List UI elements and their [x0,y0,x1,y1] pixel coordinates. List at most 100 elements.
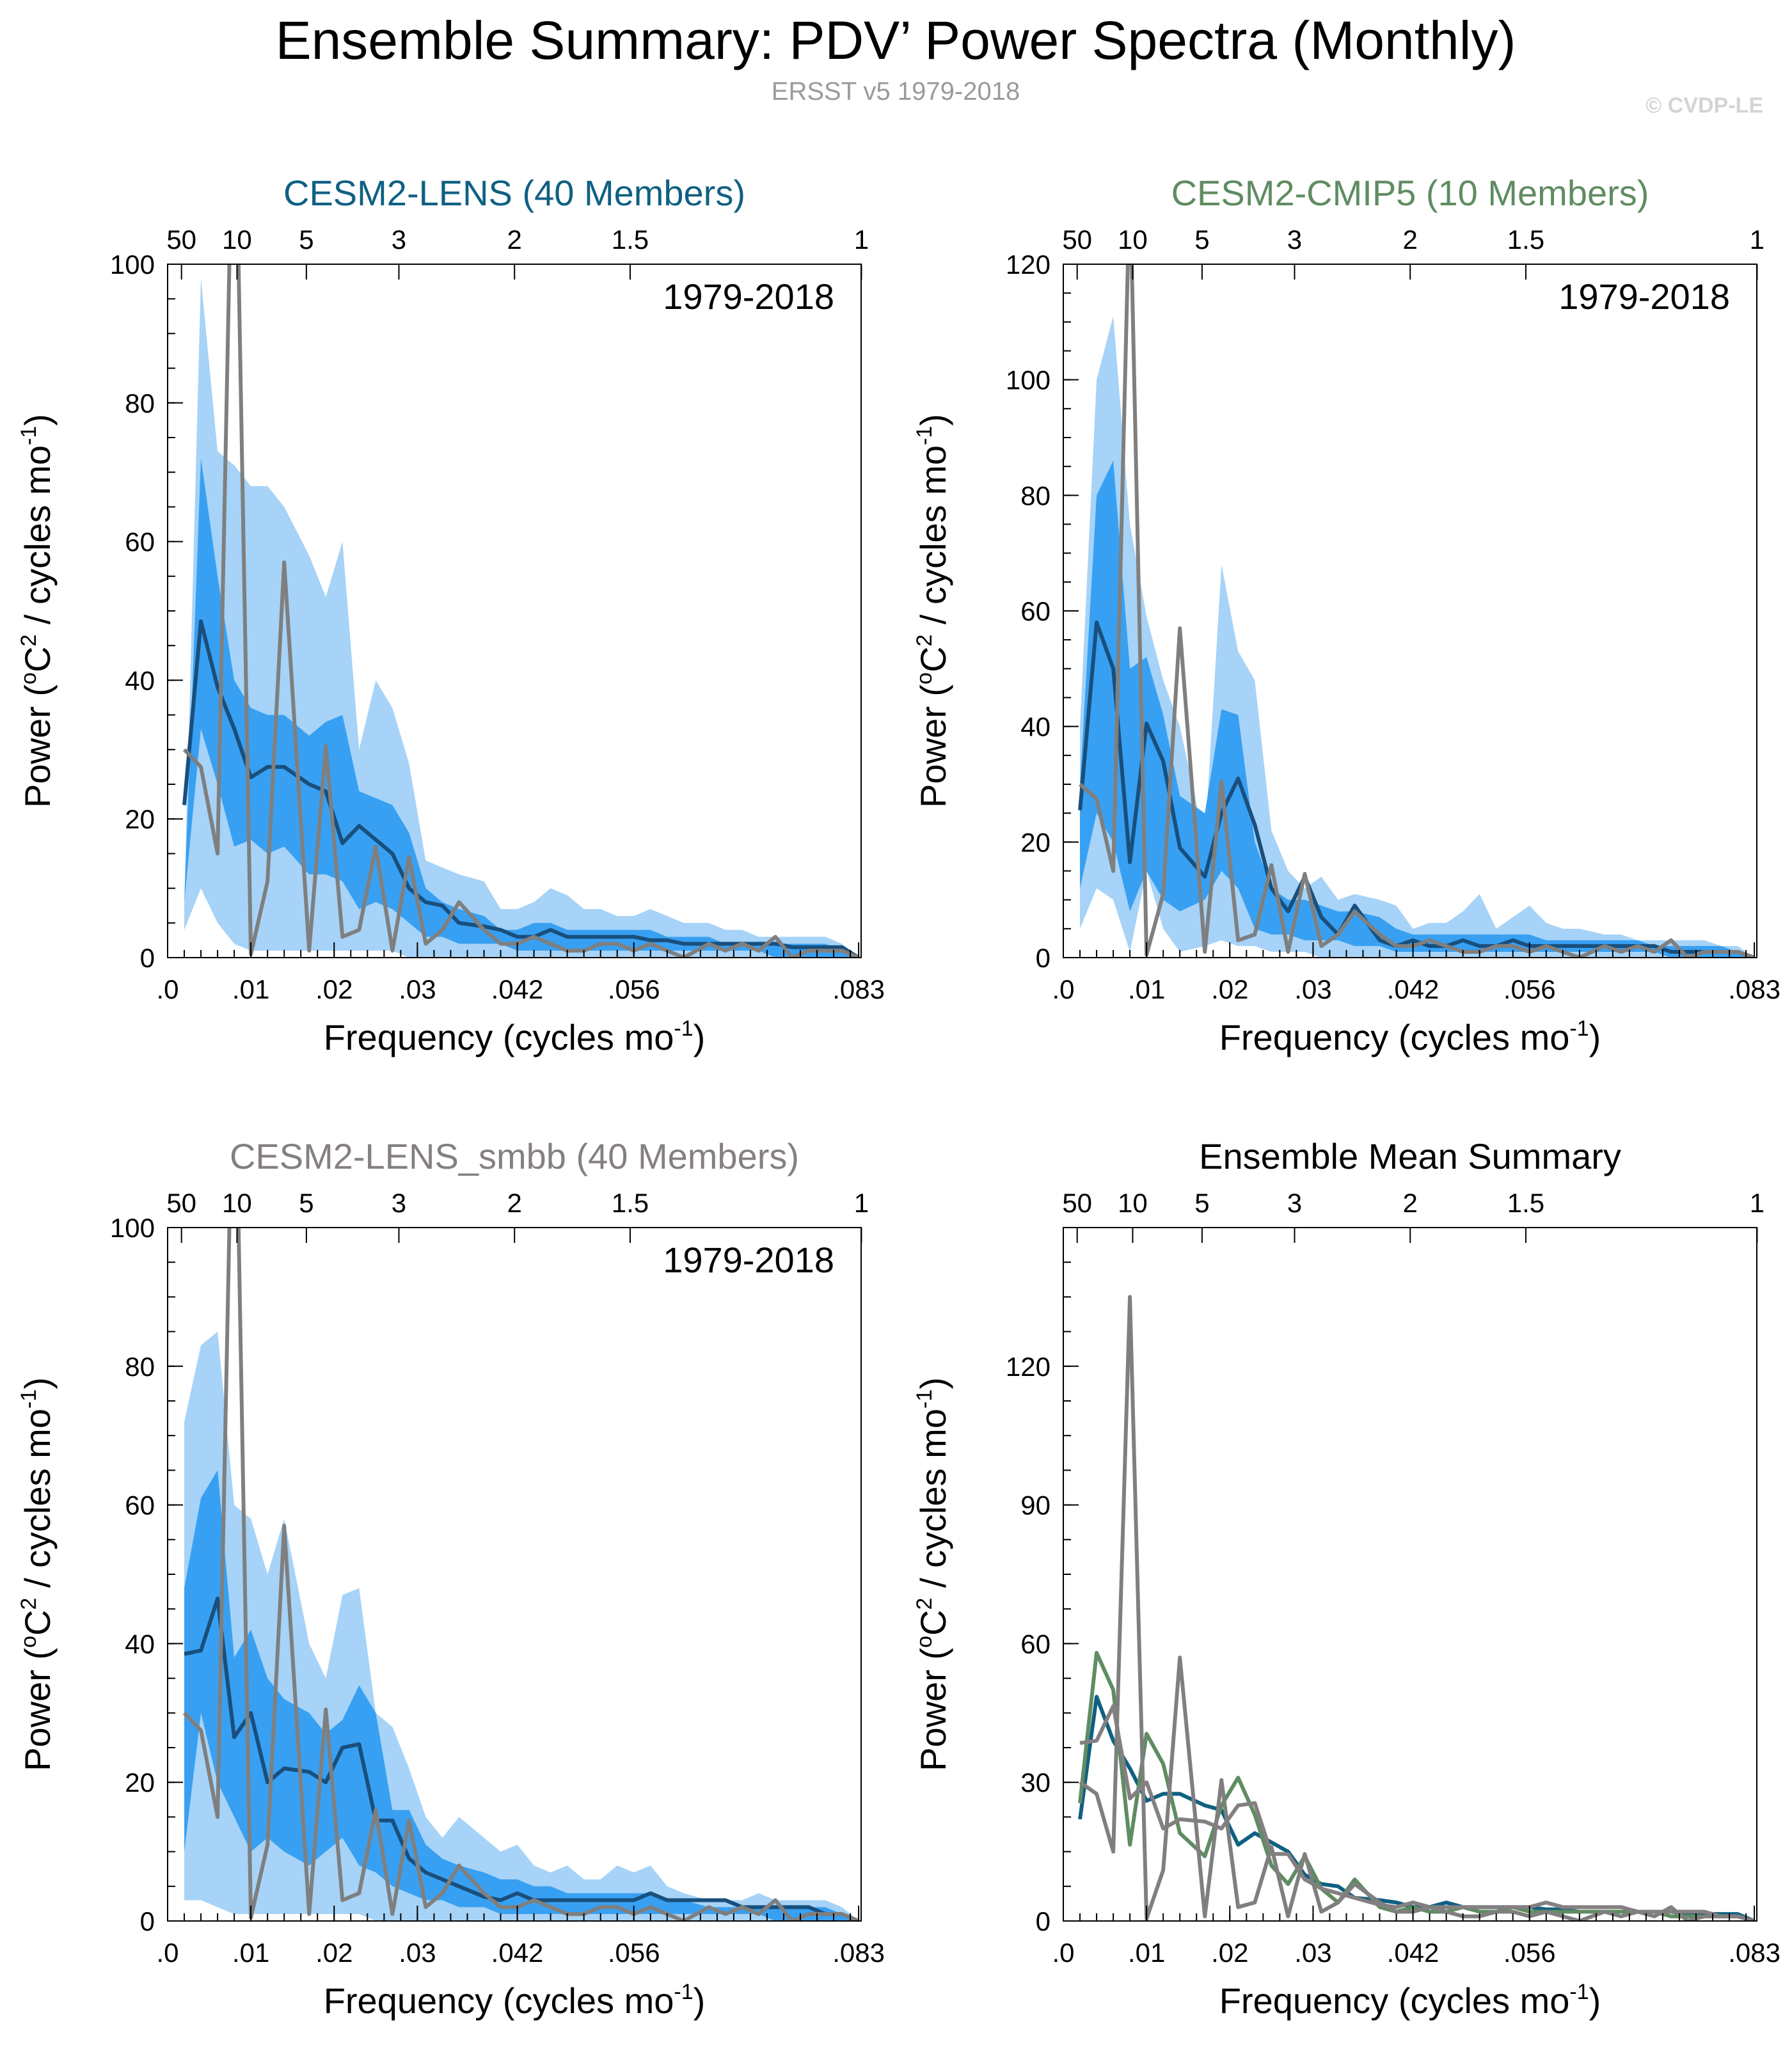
ensemble-iqr-band [184,1470,859,1921]
period-tick-label: 50 [1062,1188,1092,1218]
x-tick-label: .056 [608,1938,660,1968]
period-label: 1979-2018 [663,276,834,317]
period-tick-label: 10 [222,225,252,255]
x-axis-label: Frequency (cycles mo-1) [324,1980,706,2021]
y-tick-label: 100 [1006,365,1051,395]
x-axis-label: Frequency (cycles mo-1) [1219,1980,1601,2021]
period-tick-label: 1.5 [612,225,649,255]
period-tick-label: 50 [1062,225,1092,255]
plot-area [1078,264,1756,958]
period-tick-label: 1 [854,225,869,255]
period-tick-label: 3 [1287,1188,1302,1218]
ensemble-iqr-band [1080,461,1755,958]
x-tick-label: .02 [1211,974,1248,1004]
period-tick-label: 5 [299,1188,313,1218]
y-tick-label: 60 [125,1490,155,1521]
panel-title: CESM2-CMIP5 (10 Members) [1171,173,1649,213]
observed-spectrum-line [1079,264,1756,958]
x-tick-label: .0 [1052,1938,1074,1968]
y-tick-label: 100 [110,1213,155,1243]
y-tick-label: 40 [1020,712,1051,742]
y-tick-label: 90 [1020,1490,1051,1521]
x-tick-label: .042 [491,974,544,1004]
x-tick-label: .02 [315,974,353,1004]
x-tick-label: .0 [156,1938,178,1968]
x-tick-label: .02 [315,1938,353,1968]
y-tick-label: 20 [1020,827,1051,857]
chart-panel-4: 0 30 60 90 120 .0 .01 .02 .03 .042 .056 .083 50 10 5 3 2… [912,1136,1780,2021]
y-tick-label: 80 [125,1352,155,1382]
period-tick-label: 10 [222,1188,252,1218]
period-tick-label: 5 [1194,225,1209,255]
x-axis-label: Frequency (cycles mo-1) [324,1016,706,1057]
x-tick-label: .042 [491,1938,544,1968]
series-line-smbb [1079,1703,1755,1921]
period-tick-label: 2 [1403,1188,1418,1218]
x-tick-label: .01 [1128,1938,1165,1968]
x-tick-label: .056 [1503,974,1556,1004]
panel-title: Ensemble Mean Summary [1199,1136,1621,1176]
y-tick-label: 20 [125,804,155,834]
y-tick-label: 60 [1020,1629,1051,1659]
period-tick-label: 10 [1118,1188,1148,1218]
x-tick-label: .03 [1294,1938,1331,1968]
period-tick-label: 3 [392,225,406,255]
panel-title: CESM2-LENS (40 Members) [283,173,745,213]
period-tick-label: 1 [854,1188,869,1218]
figure-subtitle: ERSST v5 1979-2018 [772,77,1020,106]
x-axis-label: Frequency (cycles mo-1) [1219,1016,1601,1057]
x-tick-label: .01 [232,1938,269,1968]
period-label: 1979-2018 [1558,276,1730,317]
x-tick-label: .083 [832,1938,885,1968]
y-tick-label: 20 [125,1767,155,1798]
x-tick-label: .02 [1211,1938,1248,1968]
x-tick-label: .03 [399,1938,436,1968]
panel-title: CESM2-LENS_smbb (40 Members) [230,1136,799,1176]
period-tick-label: 50 [166,1188,196,1218]
x-tick-label: .0 [156,974,178,1004]
period-tick-label: 1 [1750,1188,1764,1218]
x-tick-label: .0 [1052,974,1074,1004]
y-tick-label: 80 [125,388,155,418]
y-tick-label: 40 [125,1629,155,1659]
y-axis-label: Power (oC2 / cycles mo-1) [912,1377,953,1771]
plot-area [182,264,860,958]
y-axis-label: Power (oC2 / cycles mo-1) [17,414,58,808]
x-tick-label: .083 [832,974,885,1004]
y-tick-label: 120 [1006,249,1051,280]
y-tick-label: 0 [140,943,155,973]
x-tick-label: .056 [1503,1938,1556,1968]
credit-watermark: © CVDP-LE [1645,93,1763,118]
period-tick-label: 10 [1118,225,1148,255]
ensemble-mean-line [184,1596,860,1921]
y-tick-label: 0 [1036,1906,1051,1936]
period-label: 1979-2018 [663,1240,834,1280]
y-tick-label: 60 [125,527,155,557]
x-tick-label: .03 [399,974,436,1004]
chart-panel-3: 0 20 40 60 80 100 .0 .01 .02 .03 .042 .056 .083 50 10 5… [17,1136,885,2021]
y-tick-label: 0 [140,1906,155,1936]
x-tick-label: .083 [1728,1938,1780,1968]
y-tick-label: 40 [125,665,155,695]
chart-panel-2: 0 20 40 60 80 100 120 .0 .01 .02 .03 .042 .056 .083 50… [912,173,1780,1057]
period-tick-label: 1.5 [612,1188,649,1218]
y-tick-label: 30 [1020,1767,1051,1798]
y-tick-label: 80 [1020,480,1051,510]
y-tick-label: 120 [1006,1352,1051,1382]
plot-area [182,1228,860,1921]
x-tick-label: .01 [1128,974,1165,1004]
period-tick-label: 1 [1750,225,1764,255]
y-tick-label: 60 [1020,596,1051,626]
period-tick-label: 2 [507,1188,522,1218]
period-tick-label: 1.5 [1507,225,1544,255]
period-tick-label: 1.5 [1507,1188,1544,1218]
y-axis-label: Power (oC2 / cycles mo-1) [912,414,953,808]
x-tick-label: .01 [232,974,269,1004]
observed-spectrum-line [182,264,860,958]
chart-panel-1: 0 20 40 60 80 100 .0 .01 .02 .03 .042 .056 .083 50 10 5… [17,173,885,1057]
period-tick-label: 5 [299,225,313,255]
x-tick-label: .042 [1387,1938,1439,1968]
period-tick-label: 2 [507,225,522,255]
x-tick-label: .03 [1294,974,1331,1004]
